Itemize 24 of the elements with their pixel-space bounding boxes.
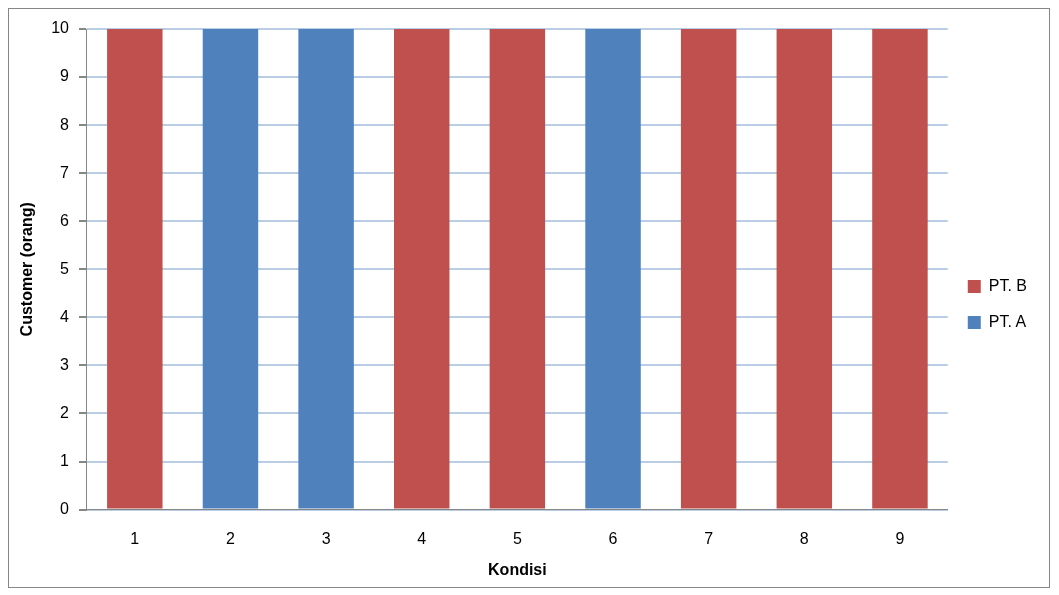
y-tick-label: 9 [60, 67, 70, 85]
y-tick-label: 3 [60, 355, 70, 373]
x-tick-label: 2 [226, 529, 236, 547]
y-tick-label: 5 [60, 259, 70, 277]
y-tick-label: 1 [60, 451, 70, 469]
x-tick-label: 3 [321, 529, 331, 547]
y-tick-label: 4 [60, 307, 70, 325]
y-tick-label: 7 [60, 163, 70, 181]
x-tick-label: 7 [704, 529, 714, 547]
x-tick-label: 6 [608, 529, 618, 547]
x-axis-title: Kondisi [488, 560, 547, 578]
y-axis-title: Customer (orang) [18, 202, 36, 337]
y-tick-label: 10 [51, 19, 70, 37]
x-tick-label: 5 [512, 529, 522, 547]
y-tick-label: 0 [60, 500, 70, 518]
y-tick-label: 6 [60, 211, 70, 229]
x-tick-label: 8 [799, 529, 809, 547]
x-tick-label: 1 [130, 529, 140, 547]
x-tick-label: 9 [895, 529, 905, 547]
x-tick-label: 4 [417, 529, 427, 547]
legend-label: PT. B [988, 276, 1027, 294]
y-tick-label: 8 [60, 115, 70, 133]
y-tick-label: 2 [60, 403, 70, 421]
legend-label: PT. A [988, 312, 1027, 330]
